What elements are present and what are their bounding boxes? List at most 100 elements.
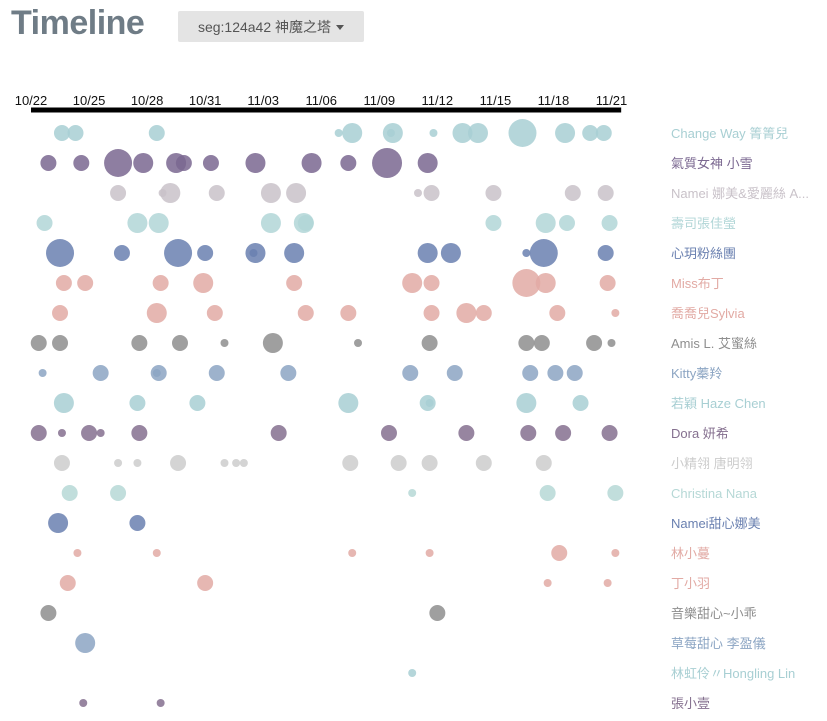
activity-bubble[interactable] (467, 123, 488, 143)
activity-bubble[interactable] (301, 153, 322, 173)
activity-bubble[interactable] (61, 485, 78, 501)
activity-bubble[interactable] (456, 303, 477, 323)
activity-bubble[interactable] (67, 125, 84, 141)
activity-bubble[interactable] (342, 455, 359, 471)
activity-bubble[interactable] (96, 429, 105, 437)
activity-bubble[interactable] (607, 339, 616, 347)
activity-bubble[interactable] (77, 275, 94, 291)
activity-bubble[interactable] (52, 335, 69, 351)
segment-dropdown[interactable]: seg:124a42 神魔之塔 (178, 11, 364, 42)
activity-bubble[interactable] (189, 395, 206, 411)
activity-bubble[interactable] (245, 243, 266, 263)
series-label[interactable]: 小精翎 唐明翎 (671, 456, 753, 471)
activity-bubble[interactable] (133, 153, 154, 173)
activity-bubble[interactable] (543, 579, 552, 587)
activity-bubble[interactable] (202, 155, 219, 171)
series-label[interactable]: 若穎 Haze Chen (671, 396, 766, 411)
activity-bubble[interactable] (36, 215, 53, 231)
activity-bubble[interactable] (110, 185, 127, 201)
activity-bubble[interactable] (475, 455, 492, 471)
series-label[interactable]: Christina Nana (671, 486, 758, 501)
activity-bubble[interactable] (208, 185, 225, 201)
activity-bubble[interactable] (46, 239, 75, 267)
series-label[interactable]: Miss布丁 (671, 276, 724, 291)
activity-bubble[interactable] (52, 305, 69, 321)
series-label[interactable]: Namei 娜美&愛麗絲 A... (671, 186, 809, 201)
activity-bubble[interactable] (446, 365, 463, 381)
activity-bubble[interactable] (611, 309, 620, 317)
activity-bubble[interactable] (380, 425, 397, 441)
activity-bubble[interactable] (582, 125, 599, 141)
activity-bubble[interactable] (59, 575, 76, 591)
activity-bubble[interactable] (338, 393, 359, 413)
activity-bubble[interactable] (75, 633, 96, 653)
activity-bubble[interactable] (293, 213, 314, 233)
activity-bubble[interactable] (558, 215, 575, 231)
activity-bubble[interactable] (419, 395, 436, 411)
activity-bubble[interactable] (127, 213, 148, 233)
activity-bubble[interactable] (429, 605, 446, 621)
activity-bubble[interactable] (152, 549, 161, 557)
activity-bubble[interactable] (555, 425, 572, 441)
activity-bubble[interactable] (342, 123, 363, 143)
activity-bubble[interactable] (597, 245, 614, 261)
activity-bubble[interactable] (297, 305, 314, 321)
activity-bubble[interactable] (572, 395, 589, 411)
activity-bubble[interactable] (146, 303, 167, 323)
activity-bubble[interactable] (348, 549, 357, 557)
activity-bubble[interactable] (286, 183, 307, 203)
series-label[interactable]: 林小蔓 (671, 546, 710, 561)
activity-bubble[interactable] (334, 129, 343, 137)
activity-bubble[interactable] (53, 393, 74, 413)
activity-bubble[interactable] (440, 243, 461, 263)
activity-bubble[interactable] (164, 239, 193, 267)
activity-bubble[interactable] (485, 215, 502, 231)
activity-bubble[interactable] (518, 335, 535, 351)
activity-bubble[interactable] (535, 213, 556, 233)
activity-bubble[interactable] (197, 575, 214, 591)
activity-bubble[interactable] (30, 425, 47, 441)
activity-bubble[interactable] (197, 245, 214, 261)
activity-bubble[interactable] (270, 425, 287, 441)
activity-bubble[interactable] (423, 305, 440, 321)
activity-bubble[interactable] (55, 275, 72, 291)
activity-bubble[interactable] (110, 485, 127, 501)
activity-bubble[interactable] (232, 459, 241, 467)
activity-bubble[interactable] (53, 455, 70, 471)
activity-bubble[interactable] (286, 275, 303, 291)
activity-bubble[interactable] (129, 395, 146, 411)
activity-bubble[interactable] (148, 213, 169, 233)
series-label[interactable]: 張小壹 (671, 696, 710, 711)
activity-bubble[interactable] (175, 155, 192, 171)
activity-bubble[interactable] (386, 129, 395, 137)
activity-bubble[interactable] (160, 183, 181, 203)
series-label[interactable]: 喬喬兒Sylvia (671, 306, 745, 321)
activity-bubble[interactable] (535, 273, 556, 293)
activity-bubble[interactable] (601, 215, 618, 231)
activity-bubble[interactable] (280, 365, 297, 381)
activity-bubble[interactable] (603, 579, 612, 587)
activity-bubble[interactable] (150, 365, 167, 381)
activity-bubble[interactable] (148, 125, 165, 141)
activity-bubble[interactable] (516, 393, 537, 413)
activity-bubble[interactable] (423, 275, 440, 291)
activity-bubble[interactable] (114, 459, 123, 467)
activity-bubble[interactable] (529, 239, 558, 267)
activity-bubble[interactable] (402, 273, 423, 293)
activity-bubble[interactable] (104, 149, 133, 177)
activity-bubble[interactable] (551, 545, 568, 561)
activity-bubble[interactable] (30, 335, 47, 351)
activity-bubble[interactable] (421, 455, 438, 471)
activity-bubble[interactable] (390, 455, 407, 471)
activity-bubble[interactable] (520, 425, 537, 441)
activity-bubble[interactable] (408, 489, 417, 497)
activity-bubble[interactable] (402, 365, 419, 381)
activity-bubble[interactable] (38, 369, 47, 377)
activity-bubble[interactable] (452, 123, 473, 143)
activity-bubble[interactable] (284, 243, 305, 263)
activity-bubble[interactable] (79, 699, 88, 707)
activity-bubble[interactable] (522, 249, 531, 257)
activity-bubble[interactable] (566, 365, 583, 381)
activity-bubble[interactable] (239, 459, 248, 467)
activity-bubble[interactable] (81, 425, 98, 441)
